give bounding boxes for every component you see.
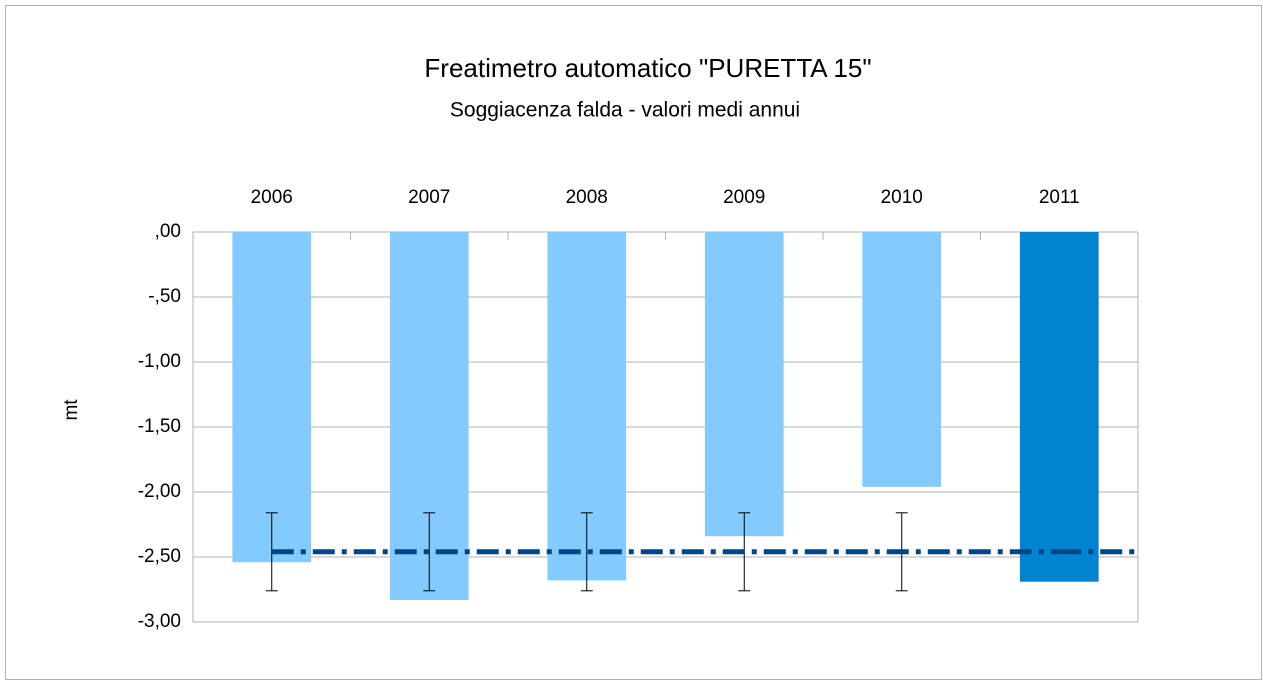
- bar: [232, 232, 312, 563]
- y-tick-label: -1,00: [138, 351, 181, 372]
- y-axis-label: mt: [61, 399, 82, 421]
- x-tick-label: 2008: [566, 187, 608, 208]
- error-bar: [423, 512, 436, 592]
- error-bar: [580, 512, 593, 592]
- x-tick-label: 2011: [1039, 187, 1080, 208]
- y-tick-label: -1,50: [138, 416, 181, 437]
- y-tick-label: -3,00: [138, 611, 181, 632]
- y-tick-label: ,00: [155, 221, 181, 242]
- x-tick-label: 2007: [408, 187, 450, 208]
- y-tick-label: -,50: [148, 286, 181, 307]
- chart-subtitle: Soggiacenza falda - valori medi annui: [450, 99, 800, 122]
- bar: [1019, 232, 1099, 582]
- x-tick-label: 2006: [251, 187, 293, 208]
- x-tick-label: 2010: [881, 187, 923, 208]
- y-tick-label: -2,50: [138, 546, 181, 567]
- x-tick-label: 2009: [723, 187, 765, 208]
- chart-title: Freatimetro automatico "PURETTA 15": [424, 53, 871, 83]
- bar: [704, 232, 784, 537]
- y-tick-label: -2,00: [138, 481, 181, 502]
- bar: [862, 232, 942, 487]
